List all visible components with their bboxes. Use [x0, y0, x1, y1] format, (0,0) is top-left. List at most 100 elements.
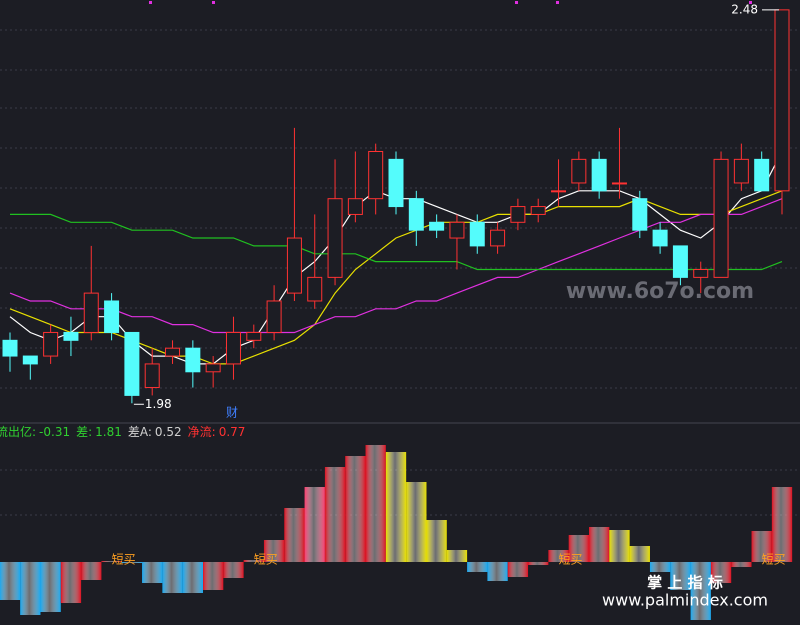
signal-label: 短买	[559, 553, 583, 567]
indicator-bar	[223, 562, 244, 578]
indicator-bar	[263, 540, 285, 562]
indicator-bar	[548, 550, 569, 562]
candle-body	[307, 276, 323, 302]
annotation: 财	[226, 406, 238, 420]
legend-value: 1.81	[95, 425, 122, 439]
signal-label: 短买	[254, 553, 278, 567]
indicator-bar	[304, 487, 325, 562]
signal-label: 短买	[112, 553, 136, 567]
indicator-bar	[182, 562, 203, 593]
legend-name: 差A:	[128, 425, 152, 439]
candle-body	[571, 158, 587, 184]
candle-body	[43, 331, 59, 357]
candle-body	[225, 331, 241, 365]
moving-average-line	[9, 198, 783, 334]
annotation: 2.48	[731, 2, 758, 16]
legend-value: 0.52	[155, 425, 182, 439]
indicator-bar	[670, 562, 691, 590]
candle-body	[327, 198, 343, 278]
candle-body	[611, 182, 627, 185]
indicator-bar	[568, 535, 589, 562]
candle-body	[490, 229, 506, 247]
indicator-bar	[345, 456, 366, 562]
candle-body	[429, 221, 445, 231]
candle-body	[104, 300, 120, 333]
watermark: www.palmindex.com	[602, 591, 768, 610]
legend-name: 净流:	[188, 425, 216, 439]
candle-body	[693, 269, 709, 278]
indicator-bar	[284, 508, 305, 562]
indicator-bar	[446, 550, 468, 562]
indicator-bar	[60, 562, 82, 603]
candle-body	[469, 221, 485, 247]
candle-body	[754, 158, 770, 192]
candle-body	[672, 245, 688, 278]
indicator-bar	[121, 562, 143, 563]
candle-body	[591, 158, 607, 192]
indicator-bar	[243, 560, 264, 562]
indicator-bar	[629, 546, 650, 562]
candle-body	[266, 300, 282, 333]
signal-label: 短买	[762, 553, 786, 567]
indicator-bar	[467, 562, 488, 572]
candle-body	[347, 198, 363, 215]
indicator-bar	[690, 562, 711, 620]
candle-body	[2, 339, 18, 357]
candle-body	[83, 292, 99, 333]
indicator-bar	[385, 452, 407, 562]
candle-body	[388, 158, 404, 208]
candle-body	[165, 347, 181, 357]
candle-body	[713, 158, 729, 278]
candle-body	[551, 190, 567, 193]
legend-value: -0.31	[39, 425, 70, 439]
indicator-bar	[731, 562, 752, 567]
indicator-bar	[609, 530, 630, 562]
candle-body	[530, 206, 546, 215]
indicator-bar	[324, 467, 346, 562]
indicator-bar	[81, 562, 102, 580]
legend-name: 流出亿:	[0, 424, 36, 439]
indicator-bar	[426, 520, 447, 562]
candle-body	[368, 150, 384, 200]
legend-name: 差:	[76, 425, 92, 439]
top-markers	[149, 1, 752, 4]
candle-body	[774, 9, 790, 192]
candle-body	[449, 221, 465, 239]
indicator-bar	[589, 527, 610, 562]
candle-body	[185, 347, 201, 373]
indicator-bar	[710, 562, 732, 583]
candle-body	[205, 363, 221, 373]
candle-body	[124, 331, 140, 396]
indicator-bar	[162, 562, 183, 593]
indicator-bar	[20, 562, 41, 615]
candle-body	[733, 158, 749, 184]
indicator-bar	[40, 562, 61, 612]
annotation: 1.98	[145, 397, 172, 411]
indicator-bar	[507, 562, 529, 577]
legend: 流出亿: -0.31 差: 1.81 差A: 0.52 净流: 0.77	[0, 424, 245, 439]
watermark: 掌 上 指 标	[647, 574, 723, 592]
indicator-bar	[365, 445, 386, 562]
indicator-bar	[101, 561, 122, 562]
candle-body	[286, 237, 302, 294]
indicator-bar	[406, 482, 427, 562]
indicator-bar	[649, 562, 671, 572]
indicator-bar	[528, 562, 549, 565]
watermark: www.6o7o.com	[566, 279, 754, 304]
candle-body	[144, 363, 160, 389]
candle-body	[246, 331, 262, 341]
candle-body	[652, 229, 668, 247]
indicator-bar	[487, 562, 508, 581]
legend-value: 0.77	[219, 425, 246, 439]
candle-body	[510, 206, 526, 223]
indicator-bar	[203, 562, 224, 590]
candle-body	[408, 198, 424, 231]
candle-body	[632, 198, 648, 231]
indicator-bar	[751, 531, 772, 562]
indicator-bar	[771, 487, 793, 562]
candle-body	[63, 331, 79, 341]
moving-average-line	[10, 213, 783, 271]
candle-body	[22, 355, 38, 365]
indicator-bar	[142, 562, 163, 583]
